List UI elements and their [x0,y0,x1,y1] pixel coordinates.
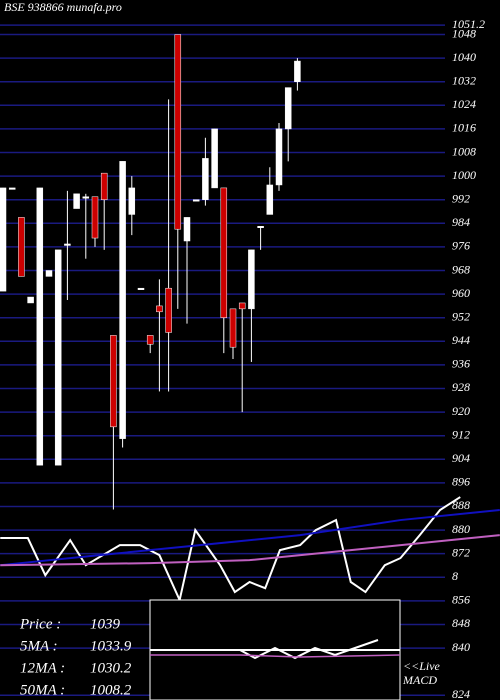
y-tick-label: 856 [452,593,470,607]
candle-body [137,287,145,290]
candle-body [119,161,126,439]
info-label: 5MA : [20,638,58,654]
macd-signal [150,654,401,658]
candle-body [174,34,182,230]
candle-body [248,249,255,310]
y-tick-label: 1032 [452,73,476,87]
candle-body [110,335,117,428]
macd-label: <<Live [403,659,441,673]
y-tick-label: 1051.2 [452,17,485,31]
macd-label: MACD [402,673,437,687]
y-tick-label: 984 [452,215,470,229]
candle-body [27,296,34,304]
candle-body [100,172,108,200]
candle-body [266,184,274,215]
candle-body [91,196,99,239]
chart-title: BSE 938866 munafa.pro [4,0,122,14]
candle-body [165,287,172,333]
candle-body [146,335,154,345]
info-value: 1039 [90,616,121,632]
y-tick-label: 888 [452,498,470,512]
info-label: 50MA : [20,682,65,698]
y-tick-label: 896 [452,475,470,489]
y-tick-label: 920 [452,404,470,418]
y-tick-label: 8 [452,569,458,583]
candle-body [156,305,163,313]
candle-body [54,249,62,466]
candle-body [128,187,136,215]
info-value: 1008.2 [90,682,132,698]
info-label: 12MA : [20,660,65,676]
y-tick-label: 1040 [452,50,476,64]
candle-body [192,199,200,202]
candle-body [257,226,264,229]
candle-body [229,308,237,348]
candle-body [183,217,191,242]
candle-body [36,187,44,466]
candle-body [275,128,283,186]
indicator-line [0,496,461,604]
indicator-line [0,509,500,567]
y-tick-label: 952 [452,309,470,323]
y-tick-label: 1000 [452,168,476,182]
candle-body [284,87,292,130]
y-tick-label: 1016 [452,121,476,135]
y-tick-label: 824 [452,687,470,700]
candle-body [73,193,80,209]
candle-body [64,243,71,246]
y-tick-label: 928 [452,380,470,394]
y-tick-label: 1008 [452,144,476,158]
candle-body [211,128,218,189]
info-label: Price : [19,616,61,632]
y-tick-label: 936 [452,357,470,371]
y-tick-label: 880 [452,522,470,536]
y-tick-label: 992 [452,191,470,205]
y-tick-label: 1024 [452,97,476,111]
candle-body [82,196,90,199]
candle-body [8,187,16,190]
y-tick-label: 840 [452,640,470,654]
info-value: 1030.2 [90,660,132,676]
y-tick-label: 848 [452,616,470,630]
candle-body [45,270,53,277]
y-tick-label: 960 [452,286,470,300]
candle-body [294,60,301,82]
y-tick-label: 944 [452,333,470,347]
candle-body [18,217,25,277]
y-tick-label: 912 [452,427,470,441]
candle-body [238,302,246,310]
y-tick-label: 1048 [452,26,476,40]
y-tick-label: 904 [452,451,470,465]
y-tick-label: 872 [452,545,470,559]
y-tick-label: 976 [452,239,470,253]
info-value: 1033.9 [90,638,132,654]
candle-body [0,187,7,292]
candle-body [220,187,228,318]
y-tick-label: 968 [452,262,470,276]
candle-body [202,158,209,200]
indicator-line [0,534,500,567]
